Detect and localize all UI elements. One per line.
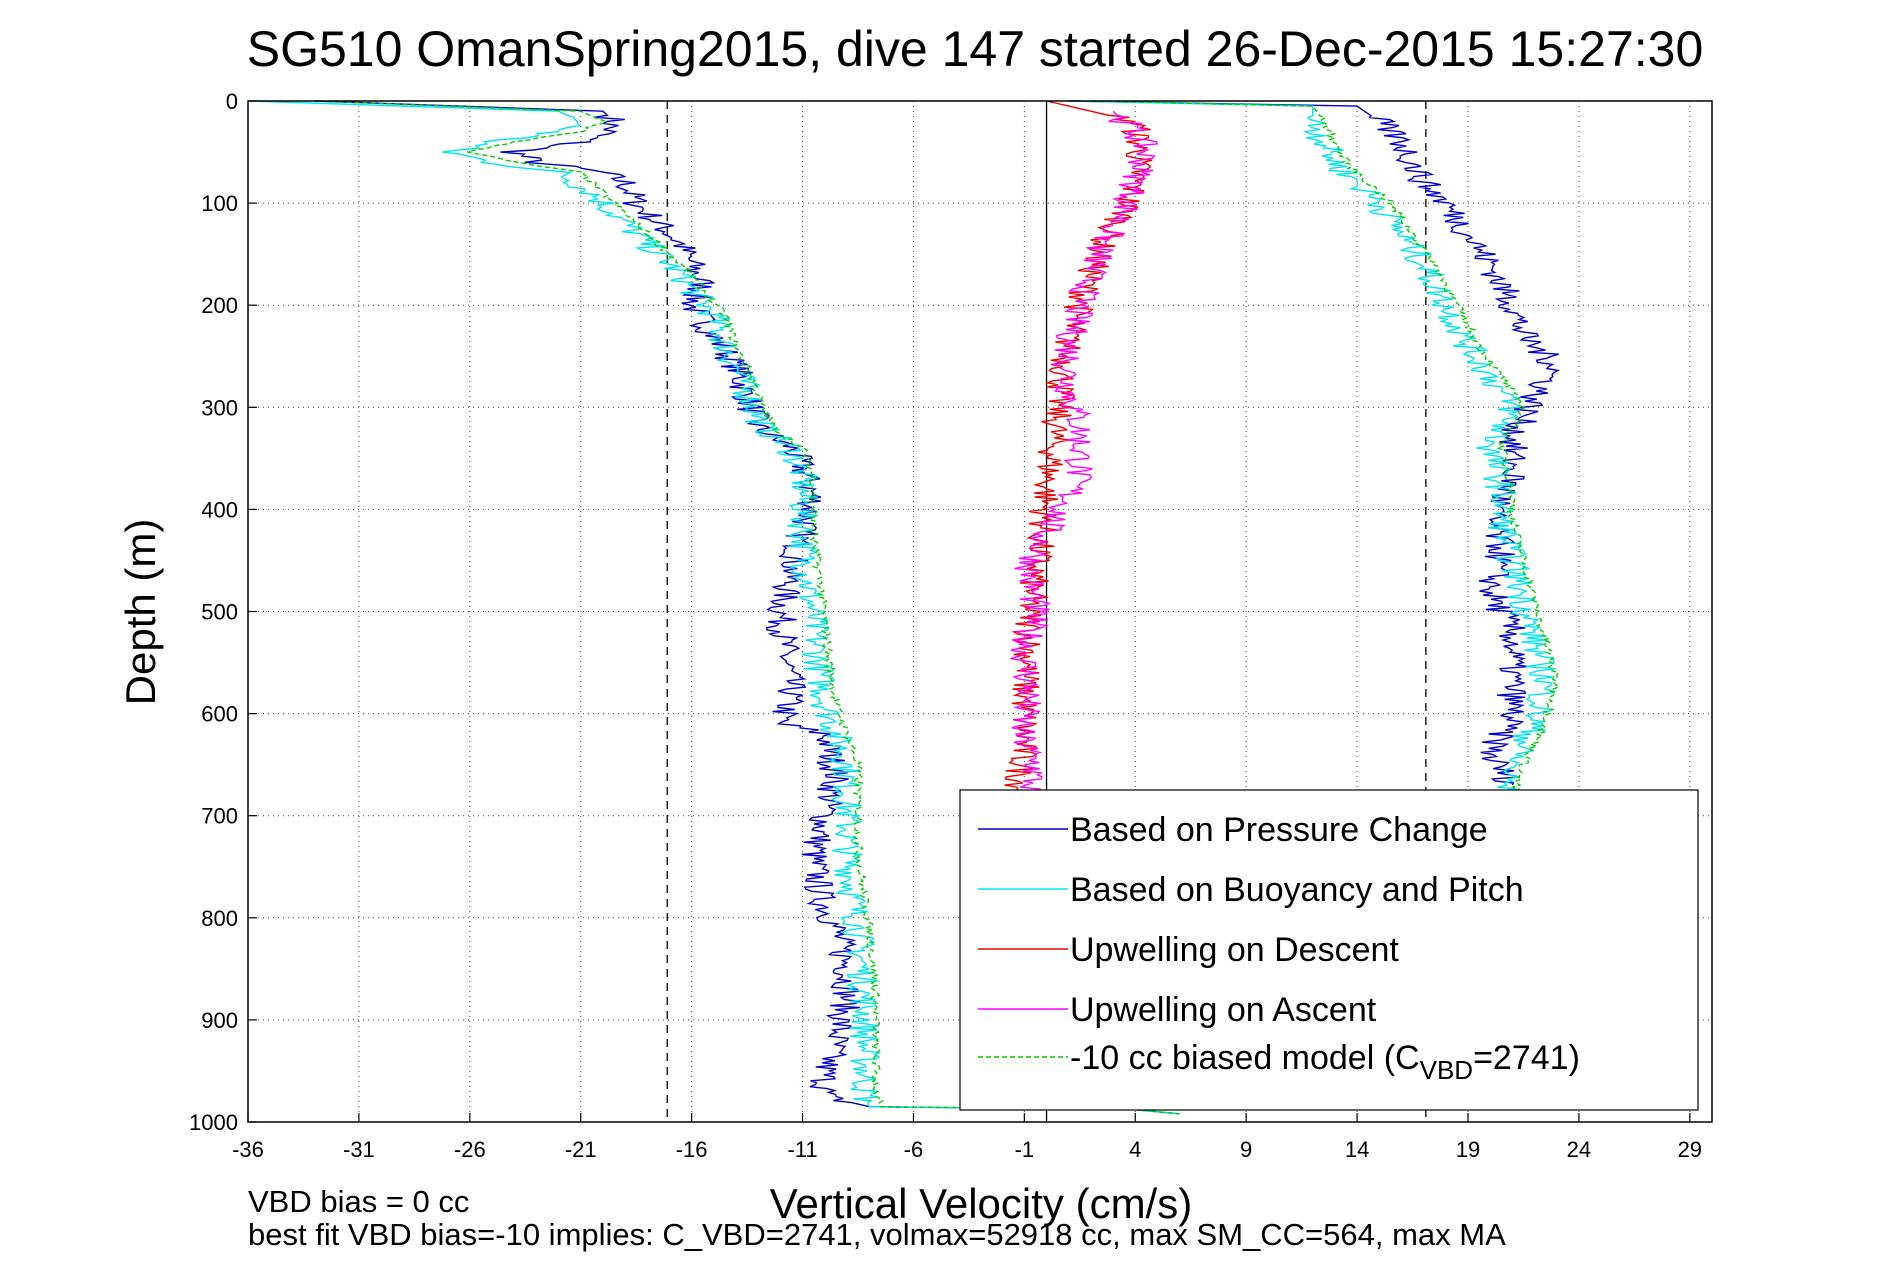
y-tick-label: 900 [201, 1008, 238, 1033]
legend-box [959, 789, 1699, 1111]
x-tick-label: -16 [676, 1137, 708, 1162]
x-tick-label: -6 [904, 1137, 924, 1162]
x-tick-label: -36 [232, 1137, 264, 1162]
x-tick-label: 29 [1678, 1137, 1702, 1162]
chart-title: SG510 OmanSpring2015, dive 147 started 2… [247, 21, 1704, 77]
x-tick-label: -11 [787, 1137, 817, 1162]
series-line-7 [1090, 100, 1561, 796]
legend-label: -10 cc biased model (CVBD=2741) [1070, 1039, 1580, 1085]
y-tick-label: 600 [201, 702, 238, 727]
series-line-0 [314, 100, 1180, 1115]
series-line-6 [1068, 100, 1557, 796]
series-layer [247, 100, 1561, 1115]
series-line-2 [1004, 100, 1153, 796]
x-tick-label: 24 [1567, 1137, 1591, 1162]
legend-label: Based on Pressure Change [1070, 811, 1488, 849]
legend-label: Based on Buoyancy and Pitch [1070, 871, 1524, 909]
legend-label: Upwelling on Descent [1070, 931, 1399, 969]
vbd-bias-note: VBD bias = 0 cc [248, 1184, 469, 1219]
y-axis-ticks: 0 100 200 300 400 500 600 700 800 900 1000 [189, 89, 257, 1135]
y-tick-label: 500 [201, 600, 238, 625]
y-tick-label: 0 [226, 89, 238, 114]
x-axis-ticks: -36 -31 -26 -21 -16 -11 -6 -1 4 9 14 19 24 29 [232, 1113, 1702, 1162]
x-tick-label: -1 [1015, 1137, 1035, 1162]
y-tick-label: 400 [201, 497, 238, 522]
y-tick-label: 800 [201, 906, 238, 931]
series-line-3 [1010, 110, 1159, 796]
y-tick-label: 100 [201, 191, 238, 216]
x-tick-label: 9 [1240, 1137, 1252, 1162]
x-axis-label: Vertical Velocity (cm/s) [770, 1180, 1192, 1227]
x-tick-label: 14 [1345, 1137, 1369, 1162]
series-line-5 [1068, 100, 1561, 786]
legend-label: Upwelling on Ascent [1070, 991, 1377, 1029]
y-tick-label: 700 [201, 804, 238, 829]
legend: Based on Pressure Change Based on Buoyanc… [959, 789, 1699, 1111]
x-tick-label: -31 [343, 1137, 375, 1162]
x-tick-label: 4 [1129, 1137, 1141, 1162]
x-tick-label: -21 [565, 1137, 597, 1162]
y-tick-label: 200 [201, 293, 238, 318]
y-tick-label: 300 [201, 395, 238, 420]
best-fit-note: best fit VBD bias=-10 implies: C_VBD=274… [248, 1217, 1506, 1252]
y-axis-label: Depth (m) [117, 519, 164, 706]
y-tick-label: 1000 [189, 1110, 238, 1135]
x-tick-label: -26 [454, 1137, 486, 1162]
series-line-4 [314, 100, 1180, 1115]
x-tick-label: 19 [1456, 1137, 1480, 1162]
